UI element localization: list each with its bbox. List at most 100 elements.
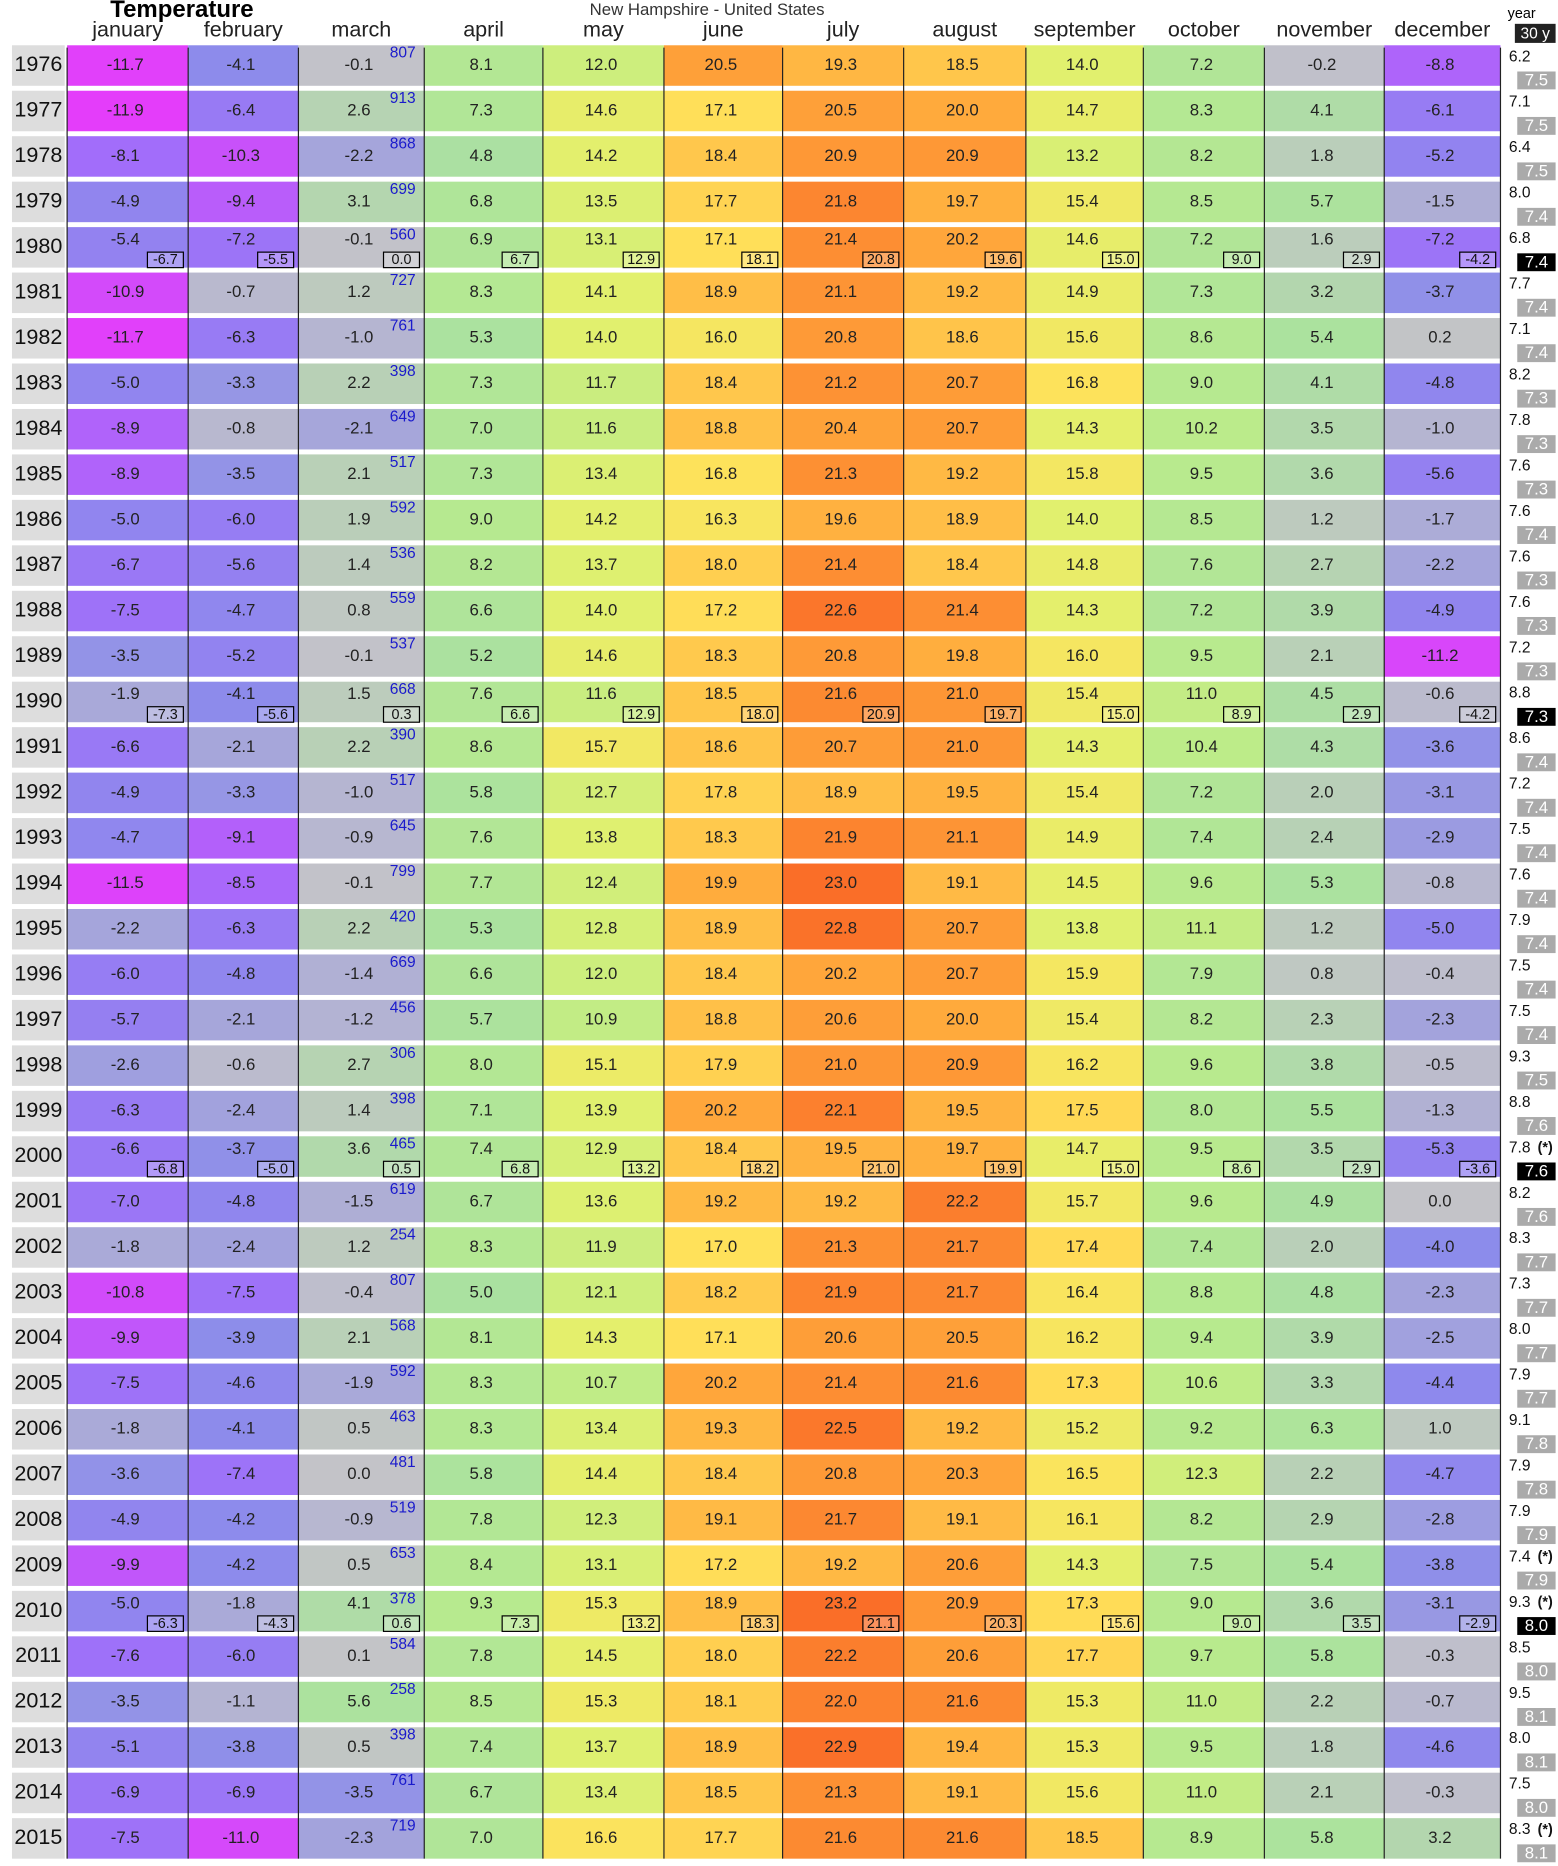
month-value: 7.5 xyxy=(1190,1555,1213,1574)
month-value: 18.9 xyxy=(824,782,857,801)
month-value: 7.8 xyxy=(470,1646,493,1665)
month-value: 2.1 xyxy=(347,1328,370,1347)
month-value: 5.4 xyxy=(1310,328,1333,347)
month-cell xyxy=(782,45,904,86)
month-cell xyxy=(67,1818,189,1859)
normal-box xyxy=(501,706,539,723)
avg30-value: 7.8 xyxy=(1525,1480,1548,1499)
annual-note: (*) xyxy=(1538,1822,1553,1838)
month-cell xyxy=(782,863,904,905)
month-value: 7.2 xyxy=(1190,600,1213,619)
month-cell xyxy=(1143,454,1265,495)
month-cell xyxy=(903,636,1026,677)
avg30-value: 7.4 xyxy=(1525,934,1548,953)
normal-box xyxy=(501,1160,539,1178)
month-value: 13.6 xyxy=(585,1191,618,1210)
month-value: 12.0 xyxy=(585,964,618,983)
month-cell xyxy=(298,1181,425,1223)
month-value: -2.4 xyxy=(226,1101,255,1120)
month-value: 10.9 xyxy=(585,1010,618,1029)
month-value: 15.3 xyxy=(585,1593,618,1612)
month-cell xyxy=(1143,45,1265,86)
month-value: 6.7 xyxy=(470,1782,493,1801)
month-value: 14.2 xyxy=(585,510,618,529)
year-label: 2001 xyxy=(14,1189,62,1213)
avg30-value: 7.7 xyxy=(1525,1389,1548,1408)
month-cell xyxy=(782,1318,904,1359)
snow-value: 559 xyxy=(390,590,416,607)
month-value: 20.7 xyxy=(946,373,979,392)
month-value: 9.0 xyxy=(1190,1593,1213,1612)
month-cell xyxy=(542,1272,664,1314)
month-value: 2.0 xyxy=(1310,782,1333,801)
month-header: november xyxy=(1276,18,1372,42)
month-cell xyxy=(663,1272,783,1314)
avg30-bg xyxy=(1517,1798,1556,1817)
month-value: 14.6 xyxy=(585,100,618,119)
month-cell xyxy=(188,1727,299,1768)
month-value: 21.4 xyxy=(824,230,857,249)
month-cell xyxy=(542,863,664,905)
month-value: -8.8 xyxy=(1426,55,1455,74)
normal-box xyxy=(741,1160,779,1178)
month-value: -7.6 xyxy=(111,1646,140,1665)
month-cell xyxy=(188,681,299,723)
month-cell xyxy=(1025,136,1144,177)
month-cell xyxy=(663,908,783,950)
snow-value: 719 xyxy=(390,1818,416,1835)
normal-box xyxy=(1342,706,1381,723)
month-cell xyxy=(542,45,664,86)
normal-box xyxy=(146,706,184,723)
month-cell xyxy=(1384,1409,1501,1450)
normal-value: 6.7 xyxy=(510,252,530,268)
month-cell xyxy=(1384,1772,1501,1814)
month-value: 7.4 xyxy=(1190,828,1213,847)
month-value: 10.7 xyxy=(585,1373,618,1392)
normal-value: 21.0 xyxy=(867,1161,895,1177)
month-cell xyxy=(542,1545,664,1586)
normal-box xyxy=(146,1160,184,1178)
month-cell xyxy=(663,590,783,632)
month-cell xyxy=(1264,1681,1385,1723)
month-value: -6.0 xyxy=(226,510,255,529)
snow-value: 420 xyxy=(390,908,416,925)
month-cell xyxy=(424,1363,543,1405)
annual-value: 8.2 xyxy=(1509,367,1531,384)
year-label-bg xyxy=(11,590,65,632)
month-cell xyxy=(1025,1545,1144,1586)
month-value: 18.6 xyxy=(705,737,738,756)
month-value: 7.2 xyxy=(1190,782,1213,801)
month-value: 16.3 xyxy=(705,510,738,529)
month-cell xyxy=(542,681,664,723)
month-value: 18.3 xyxy=(705,646,738,665)
snow-value: 481 xyxy=(390,1454,416,1471)
month-value: -8.5 xyxy=(226,873,255,892)
month-value: 12.8 xyxy=(585,919,618,938)
month-value: -0.1 xyxy=(344,646,373,665)
month-value: 18.9 xyxy=(705,1593,738,1612)
month-value: -6.4 xyxy=(226,100,255,119)
year-label-bg xyxy=(11,772,65,814)
month-cell xyxy=(1025,1499,1144,1541)
month-value: -7.5 xyxy=(111,600,140,619)
month-cell xyxy=(67,90,189,132)
month-value: 12.9 xyxy=(585,1139,618,1158)
month-value: 14.3 xyxy=(1066,1555,1099,1574)
month-cell xyxy=(542,1636,664,1677)
month-cell xyxy=(1264,727,1385,768)
month-value: 15.1 xyxy=(585,1055,618,1074)
month-cell xyxy=(188,1363,299,1405)
month-value: -6.3 xyxy=(226,919,255,938)
month-cell xyxy=(542,1454,664,1496)
normal-box xyxy=(1223,251,1261,269)
snow-value: 398 xyxy=(390,1727,416,1744)
month-cell xyxy=(188,1681,299,1723)
month-value: 21.9 xyxy=(824,1282,857,1301)
month-cell xyxy=(1025,1181,1144,1223)
month-cell xyxy=(188,1136,299,1177)
month-cell xyxy=(663,1499,783,1541)
month-cell xyxy=(782,681,904,723)
month-cell xyxy=(1384,136,1501,177)
month-value: 14.1 xyxy=(585,282,618,301)
year-label-bg xyxy=(11,954,65,995)
